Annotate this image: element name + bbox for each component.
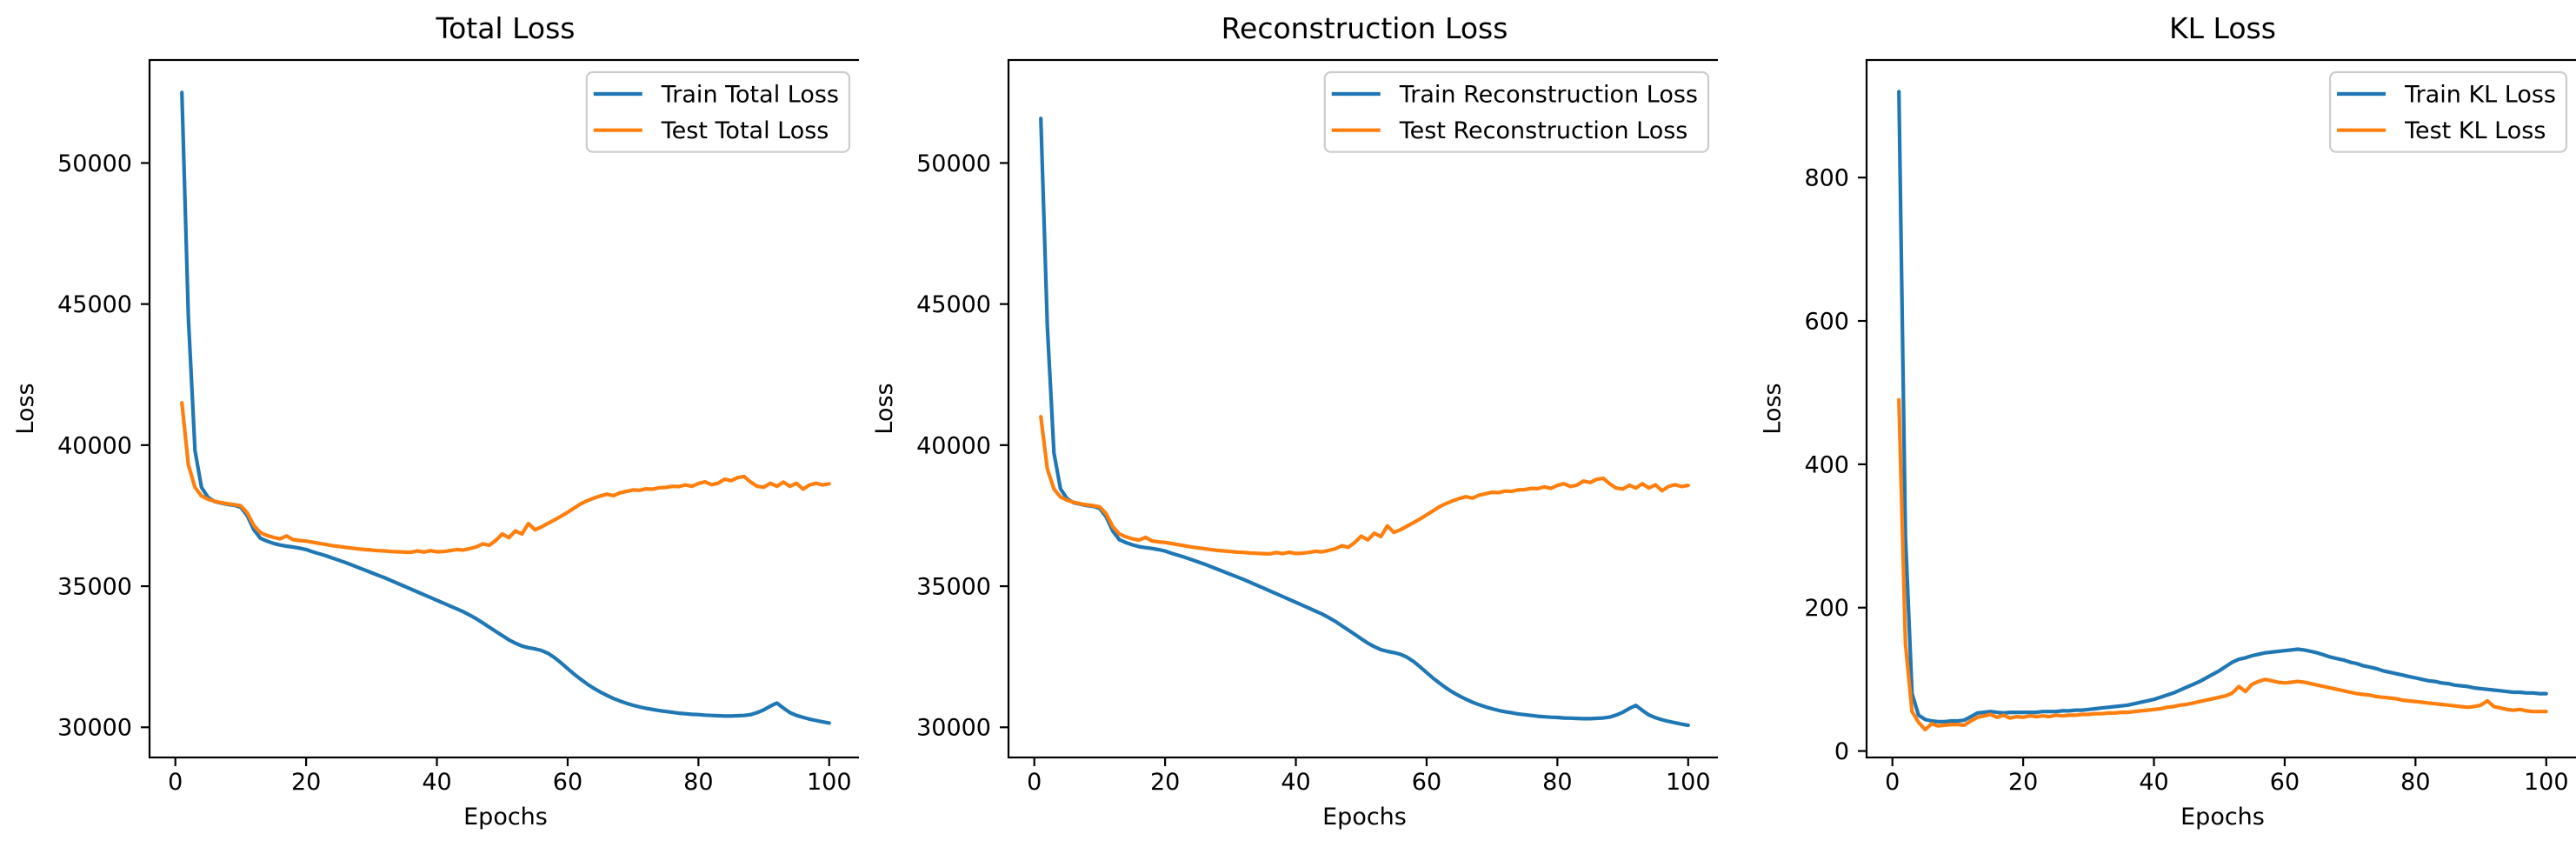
y-tick-label: 30000	[57, 715, 132, 742]
x-tick-label: 60	[2270, 769, 2300, 796]
legend: Train Total Loss Test Total Loss	[585, 70, 851, 153]
y-axis-label: Loss	[871, 383, 898, 434]
y-tick-label: 35000	[57, 574, 132, 601]
series-line-test	[180, 401, 831, 555]
legend-box	[1323, 70, 1710, 153]
series-line-test	[1039, 415, 1690, 557]
y-tick-label: 45000	[57, 291, 132, 318]
x-tick-label: 20	[2008, 769, 2038, 796]
legend-label: Train Reconstruction Loss	[1399, 81, 1698, 108]
y-tick-label: 0	[1834, 738, 1849, 765]
y-tick-label: 50000	[57, 150, 132, 177]
x-axis-label: Epochs	[2180, 804, 2265, 831]
x-tick-label: 40	[1281, 769, 1310, 796]
series-line-train	[180, 90, 831, 725]
x-axis-label: Epochs	[463, 804, 548, 831]
legend-box	[585, 70, 851, 153]
chart-kl-loss: 0 20 40 60 80 100 0 200 400 600 800 KL Loss Epochs Lo…	[1759, 11, 2576, 831]
chart-title: Reconstruction Loss	[1221, 11, 1508, 45]
y-tick-label: 40000	[916, 432, 991, 459]
series-line-test	[1897, 397, 2548, 732]
y-tick-label: 800	[1804, 165, 1849, 192]
legend-label: Test Total Loss	[661, 117, 829, 144]
x-tick-label: 100	[807, 769, 852, 796]
legend-label: Test Reconstruction Loss	[1399, 117, 1688, 144]
legend-box	[2328, 70, 2568, 153]
legend: Train Reconstruction Loss Test Reconstruc…	[1323, 70, 1710, 153]
axes-frame	[148, 58, 859, 759]
chart-reconstruction-loss: 0 20 40 60 80 100 30000 35000 40000 45000 50000 Rec…	[871, 11, 1718, 831]
legend-label: Train KL Loss	[2404, 81, 2556, 108]
x-tick-label: 0	[1027, 769, 1042, 796]
y-tick-label: 600	[1804, 308, 1849, 335]
series-line-train	[1039, 117, 1690, 728]
y-tick-label: 400	[1804, 451, 1849, 478]
x-tick-label: 80	[683, 769, 713, 796]
y-tick-label: 50000	[916, 150, 991, 177]
y-tick-label: 200	[1804, 595, 1849, 622]
x-tick-label: 100	[1666, 769, 1711, 796]
y-tick-label: 35000	[916, 574, 991, 601]
x-tick-label: 20	[1150, 769, 1180, 796]
x-tick-label: 60	[1412, 769, 1441, 796]
chart-total-loss: 0 20 40 60 80 100 30000 35000 40000 45000 50000 Tot…	[12, 11, 859, 831]
axes-frame	[1007, 58, 1718, 759]
y-tick-label: 30000	[916, 715, 991, 742]
legend-label: Test KL Loss	[2404, 117, 2546, 144]
legend: Train KL Loss Test KL Loss	[2328, 70, 2568, 153]
chart-title: Total Loss	[436, 11, 576, 45]
y-tick-label: 45000	[916, 291, 991, 318]
x-tick-label: 0	[168, 769, 183, 796]
x-tick-label: 20	[291, 769, 321, 796]
x-tick-label: 40	[422, 769, 451, 796]
x-tick-label: 0	[1885, 769, 1900, 796]
x-tick-label: 80	[1542, 769, 1572, 796]
y-axis-label: Loss	[12, 383, 39, 434]
x-tick-label: 100	[2524, 769, 2569, 796]
x-axis-label: Epochs	[1322, 804, 1407, 831]
legend-label: Train Total Loss	[661, 81, 839, 108]
x-tick-label: 40	[2139, 769, 2168, 796]
series-line-train	[1897, 90, 2548, 724]
y-tick-label: 40000	[57, 432, 132, 459]
y-axis-label: Loss	[1759, 383, 1786, 434]
axes-frame	[1865, 58, 2576, 759]
chart-title: KL Loss	[2169, 11, 2276, 45]
x-tick-label: 80	[2400, 769, 2430, 796]
x-tick-label: 60	[553, 769, 582, 796]
